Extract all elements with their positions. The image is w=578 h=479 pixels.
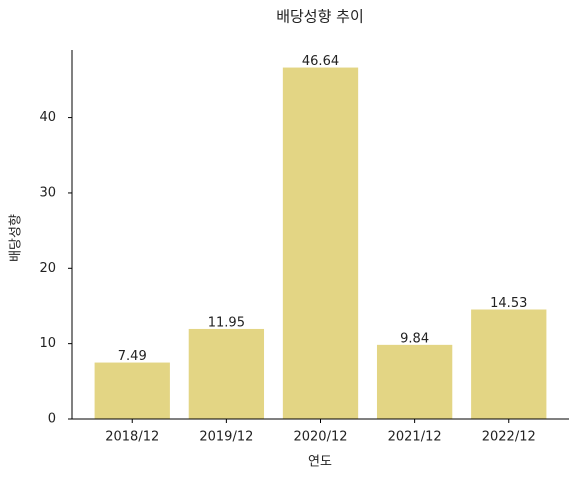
data-label: 7.49 (118, 349, 147, 364)
chart-title: 배당성향 추이 (276, 8, 364, 26)
y-tick-label: 40 (39, 110, 56, 125)
y-tick-label: 30 (39, 185, 56, 200)
y-axis-label: 배당성향 (9, 214, 24, 262)
bar (376, 344, 453, 419)
x-tick-label: 2018/12 (105, 430, 159, 445)
data-label: 11.95 (208, 315, 245, 330)
bar (282, 67, 359, 420)
y-tick-label: 0 (48, 412, 56, 427)
bar (471, 309, 547, 419)
data-label: 9.84 (400, 331, 429, 346)
x-axis-label: 연도 (308, 455, 332, 470)
x-tick-label: 2021/12 (388, 430, 442, 445)
y-tick-label: 10 (39, 336, 56, 351)
bar (94, 362, 170, 419)
bar (188, 328, 265, 419)
data-label: 46.64 (302, 54, 339, 69)
x-tick-label: 2020/12 (293, 430, 347, 445)
x-tick-label: 2022/12 (482, 430, 536, 445)
x-tick-label: 2019/12 (199, 430, 253, 445)
y-tick-label: 20 (39, 261, 56, 276)
data-label: 14.53 (490, 296, 527, 311)
